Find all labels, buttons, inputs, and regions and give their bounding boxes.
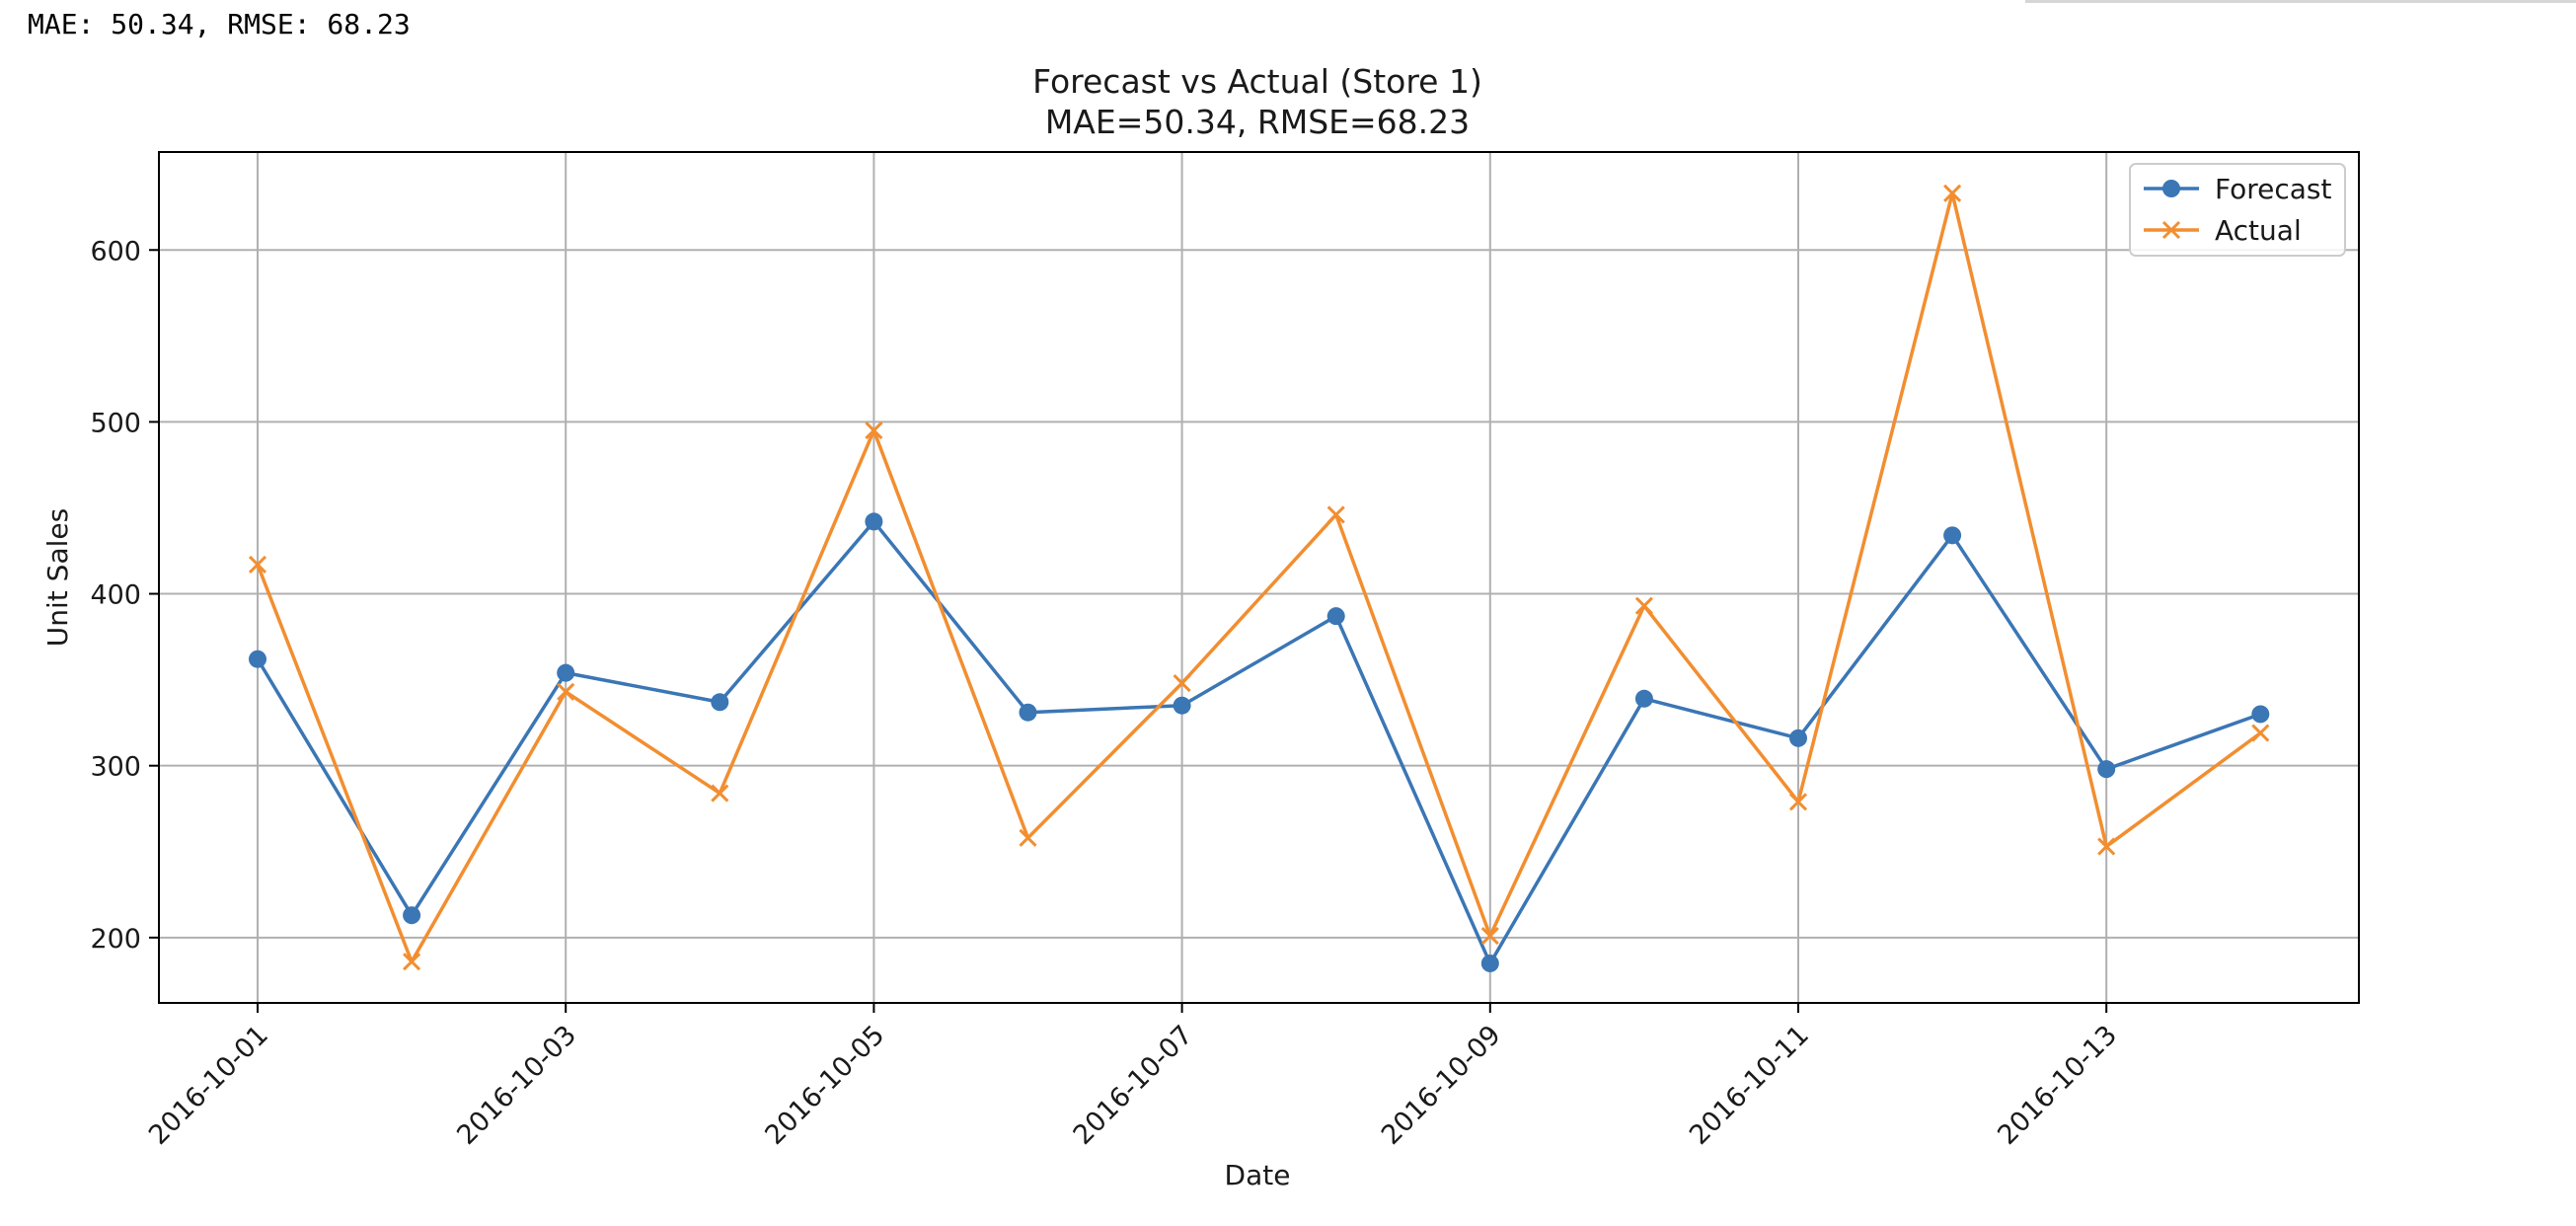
- data-point-actual: [2097, 837, 2116, 856]
- x-tick-label: 2016-10-13: [1992, 1020, 2123, 1151]
- x-tick-label: 2016-10-03: [451, 1020, 582, 1151]
- series-actual: [248, 184, 2270, 971]
- data-point-forecast: [1173, 696, 1191, 715]
- legend-label: Actual: [2215, 214, 2302, 247]
- plot-area-frame: [158, 151, 2360, 1004]
- x-axis-label: Date: [1225, 1159, 1291, 1191]
- cell-border: [2025, 0, 2576, 3]
- x-tick-label: 2016-10-01: [143, 1020, 274, 1151]
- data-point-actual: [403, 953, 421, 971]
- y-axis-label: Unit Sales: [41, 508, 74, 647]
- data-point-actual: [1943, 184, 1962, 202]
- data-point-actual: [1326, 505, 1345, 524]
- legend: Forecast Actual: [2129, 163, 2346, 257]
- legend-item-forecast: Forecast: [2144, 173, 2332, 205]
- data-point-forecast: [1480, 954, 1499, 972]
- x-tick-label: 2016-10-07: [1068, 1020, 1199, 1151]
- data-point-actual: [557, 682, 575, 701]
- x-tick-label: 2016-10-05: [759, 1020, 890, 1151]
- x-axis: 2016-10-01 2016-10-03 2016-10-05 2016-10-07…: [143, 1003, 2123, 1151]
- data-point-forecast: [1789, 728, 1807, 747]
- series-forecast: [249, 512, 2270, 972]
- data-point-actual: [2251, 724, 2270, 742]
- legend-marker: [2161, 220, 2181, 240]
- data-point-actual: [711, 784, 729, 803]
- data-point-actual: [1173, 674, 1191, 693]
- data-point-actual: [865, 421, 883, 440]
- data-point-actual: [1480, 927, 1499, 946]
- x-tick-label: 2016-10-11: [1684, 1020, 1815, 1151]
- x-tick-label: 2016-10-09: [1376, 1020, 1507, 1151]
- legend-item-actual: Actual: [2144, 214, 2302, 247]
- legend-label: Forecast: [2215, 173, 2332, 205]
- series-line-actual: [256, 192, 2262, 963]
- chart-title: Forecast vs Actual (Store 1): [1032, 62, 1482, 101]
- data-point-actual: [1788, 793, 1808, 811]
- data-point-forecast: [1019, 703, 1037, 722]
- data-point-forecast: [1326, 607, 1345, 626]
- y-tick-label: 200: [90, 924, 141, 955]
- data-point-forecast: [2251, 705, 2270, 724]
- data-point-forecast: [249, 650, 266, 668]
- data-point-forecast: [711, 693, 729, 712]
- data-point-actual: [248, 555, 267, 574]
- y-tick-label: 300: [90, 752, 141, 783]
- data-point-forecast: [1634, 689, 1653, 708]
- series-line-forecast: [256, 519, 2261, 965]
- data-point-forecast: [557, 663, 575, 682]
- data-point-actual: [1019, 828, 1037, 847]
- y-tick-label: 400: [90, 580, 141, 611]
- data-point-forecast: [403, 906, 421, 925]
- data-point-forecast: [2097, 760, 2116, 779]
- output-text: MAE: 50.34, RMSE: 68.23: [28, 8, 411, 40]
- data-point-actual: [1634, 596, 1653, 615]
- legend-marker: [2162, 180, 2180, 197]
- chart-subtitle: MAE=50.34, RMSE=68.23: [1045, 103, 1470, 141]
- series-group: [248, 184, 2270, 972]
- grid: [159, 152, 2359, 1003]
- data-point-forecast: [1943, 526, 1962, 545]
- y-tick-label: 600: [90, 236, 141, 267]
- y-axis: 200 300 400 500 600: [90, 236, 159, 955]
- y-tick-label: 500: [90, 408, 141, 438]
- data-point-forecast: [865, 512, 883, 531]
